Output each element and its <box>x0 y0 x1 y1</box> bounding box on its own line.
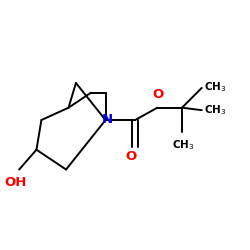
Text: CH$_3$: CH$_3$ <box>204 103 227 117</box>
Text: OH: OH <box>4 176 27 189</box>
Text: CH$_3$: CH$_3$ <box>172 138 195 152</box>
Text: O: O <box>152 88 164 101</box>
Text: O: O <box>125 150 136 163</box>
Text: N: N <box>102 112 112 126</box>
Text: CH$_3$: CH$_3$ <box>204 80 227 94</box>
